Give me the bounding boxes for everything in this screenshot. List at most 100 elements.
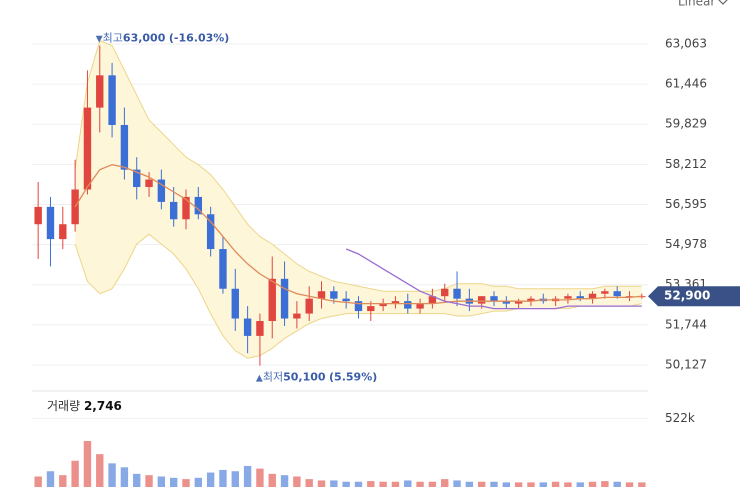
current-price-label: 52,900 <box>664 289 710 303</box>
volume-bar <box>539 482 547 487</box>
candle-body <box>502 301 511 304</box>
candle-body <box>379 303 387 307</box>
annotation-change: (-16.03%) <box>169 32 229 45</box>
candle-body <box>59 224 67 240</box>
volume-bar <box>551 481 560 487</box>
annotation-label: 최고 <box>103 32 123 45</box>
scale-chevron[interactable] <box>718 0 728 5</box>
candle-body <box>169 201 178 220</box>
candle-body <box>83 107 92 190</box>
candle-body <box>588 293 597 299</box>
candle-body <box>404 301 412 309</box>
band-upper <box>74 39 642 292</box>
candle-body <box>34 206 42 225</box>
annotation-value: 50,100 <box>283 371 326 384</box>
volume-bar <box>157 476 166 487</box>
volume-bar <box>243 465 252 487</box>
annotation: ▲최저50,100 (5.59%) <box>256 371 377 384</box>
y-tick-label: 54,978 <box>665 237 707 251</box>
candle-body <box>391 301 400 304</box>
volume-bar <box>441 479 449 487</box>
candle-body <box>428 296 437 304</box>
y-tick-label: 56,595 <box>665 197 707 211</box>
volume-bar <box>317 480 326 487</box>
y-tick-label: 61,446 <box>665 77 707 91</box>
volume-bar <box>354 481 363 487</box>
y-tick-label: 59,829 <box>665 117 707 131</box>
volume-title-label: 거래량 <box>47 399 80 413</box>
candle-body <box>96 75 104 108</box>
volume-bar <box>280 475 289 487</box>
band-fill <box>75 40 642 359</box>
annotation-label: 최저 <box>263 371 283 384</box>
candle-body <box>613 291 621 297</box>
candle-body <box>157 179 166 202</box>
volume-bar <box>342 481 350 487</box>
volume-bar <box>169 477 178 487</box>
candle-body <box>477 296 486 304</box>
volume-bar <box>502 482 511 487</box>
volume-bar <box>206 472 215 487</box>
volume-bar <box>613 481 621 487</box>
candle-body <box>280 278 289 319</box>
volume-bar <box>576 482 584 487</box>
candle-body <box>120 124 129 170</box>
candle-body <box>576 296 584 299</box>
candle-body <box>293 313 301 319</box>
volume-bar <box>477 481 486 487</box>
volume-tick-label: 522k <box>665 411 695 425</box>
candle-body <box>441 288 449 297</box>
volume-bar <box>601 481 609 487</box>
volume-current: 2,746 <box>84 399 122 413</box>
volume-bar <box>453 480 461 487</box>
moving-average <box>345 248 642 310</box>
candle-body <box>416 303 424 309</box>
candle-body <box>133 169 141 188</box>
volume-bar <box>379 481 387 487</box>
candle-body <box>527 298 535 302</box>
volume-bar <box>108 463 116 487</box>
volume-bar <box>527 482 535 487</box>
volume-title: 거래량 2,746 <box>47 399 122 413</box>
candle-body <box>108 75 116 125</box>
volume-bar <box>46 471 55 487</box>
candle-body <box>145 179 153 188</box>
candle-body <box>330 291 338 299</box>
candle-body <box>268 278 276 322</box>
volume-bar <box>219 469 227 487</box>
candle-body <box>182 196 190 220</box>
candle-body <box>317 291 326 299</box>
annotation-arrow: ▼ <box>96 34 103 44</box>
candle-body <box>625 296 634 298</box>
candle-body <box>453 288 461 299</box>
volume-bar <box>59 475 67 487</box>
candle-body <box>367 306 375 312</box>
volume-bar <box>194 477 203 487</box>
candle-body <box>206 214 215 250</box>
annotation-arrow: ▲ <box>256 373 263 383</box>
annotation: ▼최고63,000 (-16.03%) <box>96 32 230 45</box>
volume-bar <box>133 473 141 487</box>
volume-bar <box>404 480 412 487</box>
candle-body <box>342 298 350 302</box>
volume-bar <box>367 481 375 487</box>
volume-bar <box>638 482 646 487</box>
volume-bar <box>305 479 313 487</box>
volume-bar <box>182 479 190 487</box>
current-price-tag <box>648 286 740 307</box>
volume-bar <box>96 454 104 487</box>
volume-bar <box>428 481 437 487</box>
candle-body <box>601 291 609 294</box>
volume-bar <box>34 476 42 487</box>
volume-bar <box>490 481 498 487</box>
candle-body <box>305 298 313 314</box>
volume-bar <box>145 475 153 487</box>
candle-body <box>256 321 264 336</box>
scale-toggle[interactable]: Linear <box>678 0 715 9</box>
volume-bar <box>268 473 276 487</box>
volume-bar <box>120 467 129 487</box>
candle-body <box>194 196 203 215</box>
volume-bar <box>83 441 92 487</box>
y-tick-label: 58,212 <box>665 157 707 171</box>
volume-bar <box>231 471 239 487</box>
